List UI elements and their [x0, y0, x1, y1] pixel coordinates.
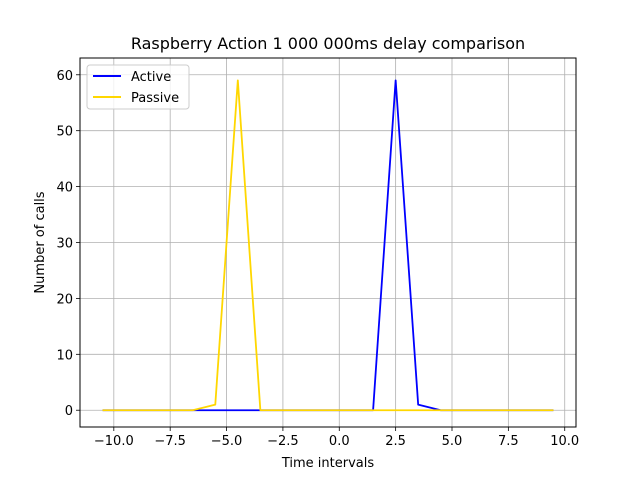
x-tick-label: 0.0	[329, 434, 350, 449]
y-tick-label: 0	[65, 404, 73, 419]
x-tick-label: 5.0	[442, 434, 463, 449]
series-line-passive	[102, 79, 554, 412]
x-axis-label: Time intervals	[281, 456, 375, 471]
x-tick-label: −2.5	[267, 434, 299, 449]
y-tick-label: 60	[56, 69, 73, 84]
legend-label-active: Active	[131, 70, 171, 85]
x-tick-label: −10.0	[94, 434, 134, 449]
y-tick-label: 30	[56, 237, 73, 252]
y-tick-label: 10	[56, 348, 73, 363]
y-tick-label: 20	[56, 292, 73, 307]
y-tick-label: 50	[56, 125, 73, 140]
chart-title: Raspberry Action 1 000 000ms delay compa…	[131, 34, 525, 53]
legend: Active Passive	[86, 64, 190, 110]
y-tick-label: 40	[56, 181, 73, 196]
axis-ticks: −10.0 −7.5 −5.0 −2.5 0.0 2.5 5.0 7.5 10.0 0 10 20 30…	[56, 69, 579, 449]
x-tick-label: 10.0	[550, 434, 579, 449]
series-lines	[102, 79, 554, 412]
legend-label-passive: Passive	[131, 91, 179, 106]
y-axis-label: Number of calls	[33, 191, 48, 293]
x-tick-label: 2.5	[385, 434, 406, 449]
x-tick-label: 7.5	[498, 434, 519, 449]
x-tick-label: −5.0	[211, 434, 243, 449]
x-tick-label: −7.5	[154, 434, 186, 449]
